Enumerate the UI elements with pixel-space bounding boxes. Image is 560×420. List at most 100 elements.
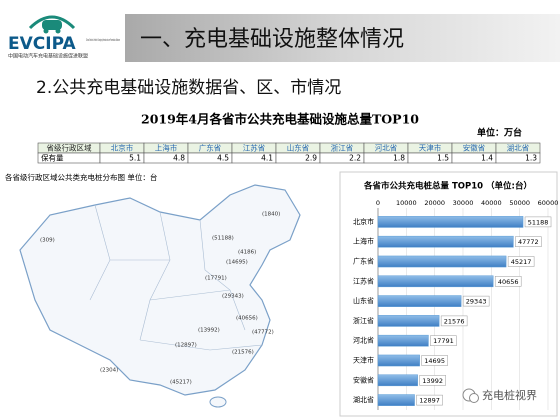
chart: 0 10000 20000 30000 40000 50000 60000 北京市 51188 上… — [353, 199, 558, 410]
table-header-text: 河北省 — [375, 143, 398, 153]
bar — [377, 315, 440, 327]
x-tick-label: 50000 — [509, 199, 530, 207]
chart-title: 各省市公共充电桩总量 TOP10 （单位:台） — [363, 181, 532, 192]
y-tick-label: 江苏省 — [353, 276, 374, 285]
table-header-text: 上海市 — [155, 143, 178, 153]
map-label: (47772) — [252, 330, 274, 336]
y-tick-label: 天津市 — [353, 356, 374, 365]
watermark-text: 充电桩视界 — [482, 388, 537, 402]
value-label-box — [524, 216, 552, 228]
value-label: 29343 — [466, 298, 487, 306]
slide-title: 一、充电基础设施整体情况 — [140, 27, 404, 52]
map-label: (14695) — [226, 260, 248, 266]
map-labels: (1840) (309) (4186) (51188) (14695) (17791) (2… — [40, 212, 280, 386]
value-label: 45217 — [511, 258, 532, 266]
map-label: (21576) — [232, 350, 254, 356]
map-label: (17791) — [205, 276, 227, 282]
value-label-box — [416, 394, 443, 406]
bar — [377, 354, 420, 367]
bar — [377, 394, 415, 406]
x-tick-label: 60000 — [538, 199, 559, 207]
x-tick-label: 0 — [376, 199, 380, 207]
logo: EVCIPA 中国电动汽车充电基础设施促进联盟 China Electric V… — [8, 15, 120, 60]
logo-english: China Electric Vehicle Charging Infrastr… — [86, 38, 120, 42]
table-cell-text: 4.1 — [261, 154, 273, 163]
section-subtitle: 2.公共充电基础设施数据省、区、市情况 — [36, 78, 341, 98]
table-cell-text: 1.8 — [393, 154, 405, 163]
value-label: 47772 — [518, 238, 539, 246]
table-cell — [495, 152, 541, 164]
y-tick-label: 河北省 — [353, 336, 374, 345]
value-label: 13992 — [422, 377, 443, 385]
x-tick-label: 30000 — [453, 199, 474, 207]
table-cell-text: 5.1 — [129, 154, 141, 163]
map-label: (309) — [40, 238, 55, 244]
map-label: (2304) — [100, 368, 118, 374]
value-label-box — [419, 375, 446, 386]
value-label: 40656 — [498, 278, 519, 286]
table-unit: 单位：万台 — [477, 127, 522, 139]
y-tick-label: 北京市 — [353, 217, 374, 226]
table-header-text: 北京市 — [111, 143, 134, 153]
table-header-text: 安徽省 — [463, 143, 486, 153]
map-label: (1840) — [262, 212, 280, 218]
table-cell-text: 4.8 — [173, 154, 185, 163]
table-header-text: 湖北省 — [507, 143, 530, 153]
x-tick-label: 10000 — [396, 199, 417, 207]
x-tick-label: 40000 — [481, 199, 502, 207]
table-cell-text: 1.5 — [437, 154, 449, 163]
map-title: 各省级行政区域公共类充电桩分布图 单位：台 — [5, 172, 157, 182]
value-label: 14695 — [424, 357, 445, 365]
bar — [377, 216, 524, 228]
map-label: (13992) — [198, 328, 220, 334]
bar — [377, 374, 418, 387]
logo-text: EVCIPA — [8, 34, 76, 54]
bar — [377, 334, 429, 347]
bar — [377, 255, 507, 268]
map-label: (40656) — [236, 316, 258, 322]
value-label: 12897 — [419, 397, 440, 405]
bar — [377, 295, 462, 307]
y-tick-label: 上海市 — [353, 237, 374, 246]
y-tick-label: 广东省 — [353, 257, 374, 266]
y-tick-label: 山东省 — [353, 296, 374, 305]
table-header-text: 广东省 — [199, 143, 222, 153]
watermark-icon — [469, 393, 479, 403]
value-label-box — [430, 335, 457, 346]
table-cell-text: 1.3 — [525, 154, 537, 163]
value-label-box — [515, 236, 542, 247]
table-header-text: 省级行政区域 — [47, 143, 92, 153]
value-label: 21576 — [444, 317, 465, 325]
value-label-box — [421, 355, 448, 366]
map-island — [209, 396, 227, 408]
y-tick-label: 安徽省 — [353, 375, 374, 384]
table-cell-text: 2.9 — [305, 154, 317, 163]
map-label: (29343) — [222, 294, 244, 300]
value-label: 17791 — [433, 337, 454, 345]
bar — [377, 235, 514, 248]
value-label-box — [440, 315, 468, 327]
table-header-text: 浙江省 — [331, 143, 354, 153]
chart-frame — [339, 171, 558, 417]
y-tick-label: 湖北省 — [353, 395, 374, 404]
table-cell-text: 保有量 — [41, 153, 64, 163]
watermark: 充电桩视界 — [462, 388, 537, 403]
map-label: (51188) — [212, 236, 234, 242]
value-label-box — [494, 276, 522, 287]
y-tick-label: 浙江省 — [353, 316, 374, 325]
table-header-text: 江苏省 — [243, 143, 266, 153]
x-tick-label: 20000 — [424, 199, 445, 207]
map-label: (12897) — [175, 343, 197, 349]
value-label-box — [507, 256, 535, 267]
map-outline — [19, 184, 301, 396]
map-label: (45217) — [170, 380, 192, 386]
table-cell-text: 2.2 — [349, 154, 361, 163]
map-label: (4186) — [238, 250, 256, 256]
table-header-text: 天津市 — [419, 143, 442, 153]
table-header-text: 山东省 — [287, 143, 310, 153]
table-title: 2019年4月各省市公共充电基础设施总量TOP10 — [141, 112, 419, 127]
bar — [377, 275, 494, 288]
map-borders — [89, 204, 263, 351]
value-label-box — [462, 295, 490, 307]
